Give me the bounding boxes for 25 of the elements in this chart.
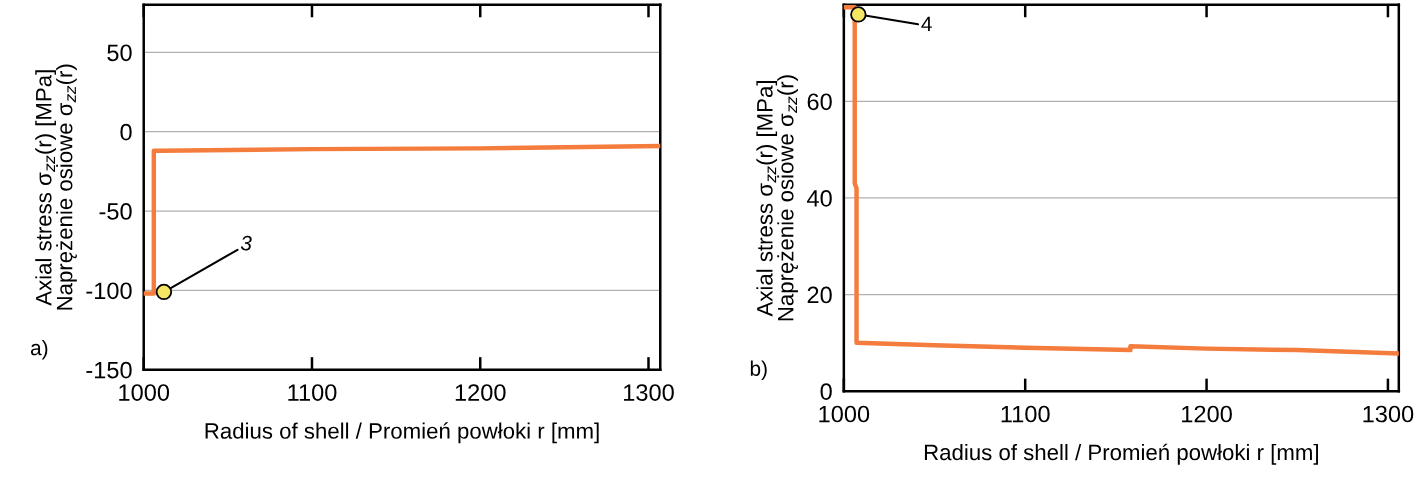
annotation: 4 [921,16,932,32]
y-tick-label: 20 [807,286,832,304]
y-tick-label: 50 [107,44,132,62]
x-tick-label: 1000 [819,405,870,423]
y-tick-label: 0 [820,383,832,400]
x-tick-label: 1100 [288,384,337,401]
x-tick-label: 1300 [624,384,674,401]
x-tick-label: 1000 [119,384,170,401]
y-axis-title: Axial stress σ$_{zz}$(r) [MPa] Naprężenie osiowe σ$_{zz}$(r) [35,64,77,310]
text: a) [30,339,48,360]
x-axis-title: Radius of shell / Promień powłoki r [mm] [924,443,1318,465]
x-tick-label: 1200 [1182,405,1232,423]
y-tick-label: 0 [120,123,132,141]
y-tick-label: -50 [99,203,132,220]
x-tick-label: 1300 [1363,405,1414,423]
y-tick-label: 40 [807,190,832,207]
y-tick-label: -100 [86,282,132,300]
y-axis-title: Axial stress σ$_{zz}$(r) [MPa] Naprężenie osiowe σ$_{zz}$(r) [756,75,798,321]
annotation: 3 [240,235,252,251]
x-axis-title: Radius of shell / Promień powłoki r [mm] [205,422,599,444]
x-tick-label: 1100 [1001,405,1050,423]
text: b) [750,360,767,380]
x-tick-label: 1200 [455,384,506,401]
y-tick-label: -150 [86,361,132,379]
y-tick-label: 60 [807,93,832,111]
